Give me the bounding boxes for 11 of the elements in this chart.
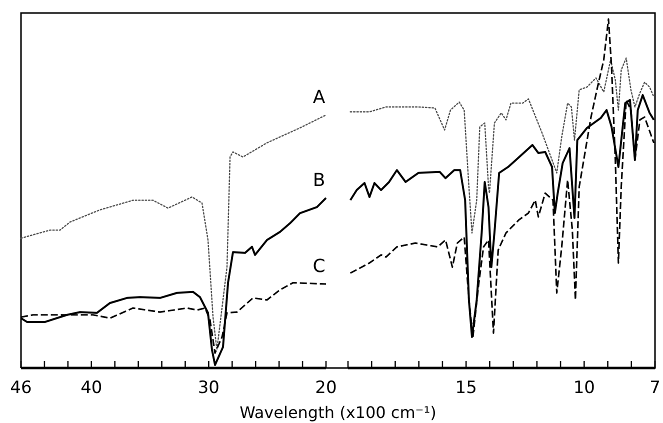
x-tick-label: 46 [10,378,32,398]
x-tick-label: 40 [80,378,102,398]
x-tick-label: 30 [198,378,220,398]
x-tick-label: 15 [455,378,477,398]
x-tick-label: 7 [650,378,660,398]
x-tick-label: 10 [573,378,595,398]
series-label: C [312,256,326,278]
series-label: B [312,170,326,191]
x-axis-title: Wavelength (x100 cm⁻¹) [240,403,436,422]
series-label: A [312,87,326,108]
x-tick-label: 20 [315,378,337,398]
